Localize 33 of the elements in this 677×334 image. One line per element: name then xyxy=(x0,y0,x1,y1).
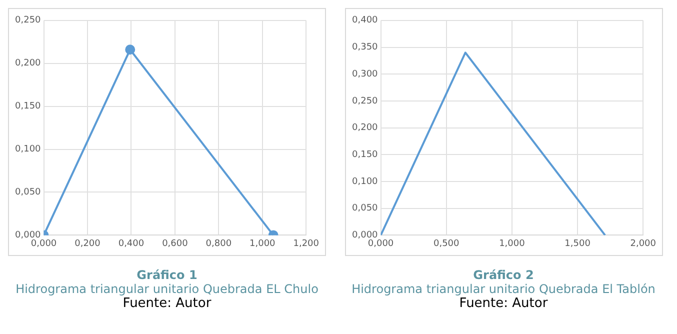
x-tick-label: 0,500 xyxy=(432,238,460,249)
x-tick-label: 0,200 xyxy=(74,238,101,249)
y-tick-label: 0,100 xyxy=(15,144,42,155)
source-note: Fuente: Autor xyxy=(122,296,212,311)
y-tick-label: 0,050 xyxy=(15,188,42,198)
y-tick-label: 0,250 xyxy=(15,16,42,26)
y-tick-label: 0,150 xyxy=(15,102,42,112)
y-tick-label: 0,250 xyxy=(352,96,378,106)
text: Hidrograma triangular unitario Quebrada El Tablón xyxy=(350,282,656,296)
y-tick-label: 0,200 xyxy=(352,123,378,134)
y-tick-label: 0,000 xyxy=(15,230,42,241)
y-tick-label: 0,050 xyxy=(352,204,378,214)
y-tick-label: 0,100 xyxy=(352,176,378,187)
y-tick-label: 0,000 xyxy=(352,230,378,241)
y-tick-label: 0,300 xyxy=(352,69,378,80)
text: Gráfico 1 xyxy=(136,268,198,282)
y-tick-label: 0,350 xyxy=(352,42,378,53)
x-tick-label: 1,000 xyxy=(250,238,276,249)
text: Gráfico 2 xyxy=(472,268,535,282)
x-tick-label: 0,000 xyxy=(367,238,394,249)
x-tick-label: 1,000 xyxy=(498,238,525,249)
x-tick-label: 1,200 xyxy=(293,238,320,249)
x-tick-label: 0,000 xyxy=(30,238,57,249)
y-tick-label: 0,200 xyxy=(15,58,42,69)
x-tick-label: 2,000 xyxy=(630,238,656,249)
x-tick-label: 0,800 xyxy=(206,238,232,249)
y-tick-label: 0,400 xyxy=(352,16,378,26)
y-tick-label: 0,150 xyxy=(352,150,378,160)
source-note: Fuente: Autor xyxy=(458,296,549,311)
x-tick-label: 0,600 xyxy=(162,238,188,249)
x-tick-label: 1,500 xyxy=(564,238,590,249)
x-tick-label: 0,400 xyxy=(118,238,144,249)
text: Hidrograma triangular unitario Quebrada EL Chulo xyxy=(14,282,320,296)
